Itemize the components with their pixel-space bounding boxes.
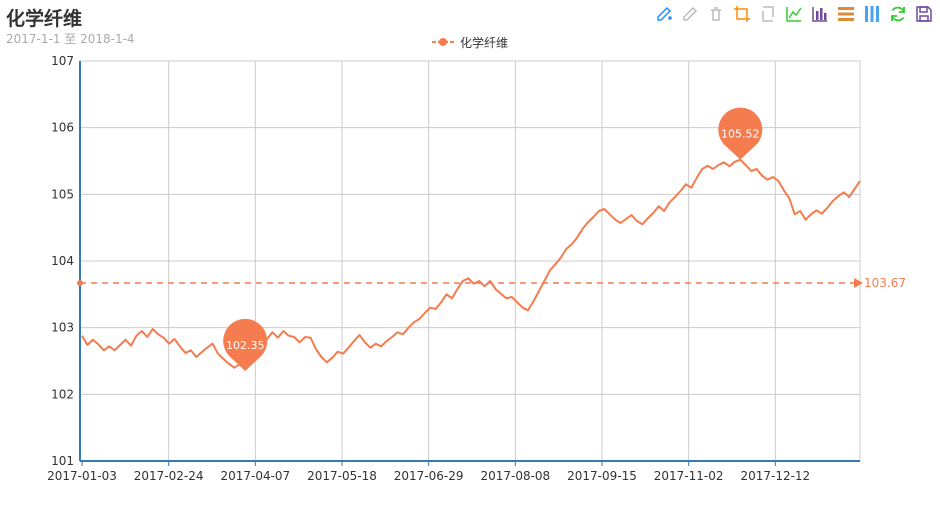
markpoint-pin	[718, 107, 763, 160]
x-tick-label: 2017-01-03	[47, 469, 117, 483]
x-tick-label: 2017-08-08	[480, 469, 550, 483]
series-line	[81, 158, 861, 370]
y-tick-label: 107	[51, 54, 74, 68]
x-tick-label: 2017-09-15	[567, 469, 637, 483]
x-tick-label: 2017-05-18	[307, 469, 377, 483]
y-tick-label: 105	[51, 187, 74, 201]
min-markpoint: 102.35	[223, 318, 268, 371]
chart-title: 化学纤维	[6, 8, 83, 30]
y-tick-label: 106	[51, 121, 74, 135]
markpoint-label: 102.35	[226, 339, 265, 352]
x-tick-label: 2017-04-07	[220, 469, 290, 483]
chart-subtitle: 2017-1-1 至 2018-1-4	[6, 32, 135, 46]
x-tick-label: 2017-12-12	[740, 469, 810, 483]
y-tick-label: 101	[51, 454, 74, 468]
mark-icon[interactable]	[654, 4, 674, 24]
mark-undo-icon[interactable]	[680, 4, 700, 24]
toolbox	[654, 4, 934, 24]
save-image-icon[interactable]	[914, 4, 934, 24]
average-line-arrow	[854, 278, 863, 288]
data-zoom-reset-icon[interactable]	[758, 4, 778, 24]
max-markpoint: 105.52	[718, 107, 763, 160]
restore-icon[interactable]	[888, 4, 908, 24]
legend-line-marker-icon	[432, 38, 454, 46]
bar-chart-icon[interactable]	[810, 4, 830, 24]
legend-item[interactable]: 化学纤维	[432, 34, 508, 50]
x-tick-label: 2017-06-29	[394, 469, 464, 483]
markpoint-pin	[223, 318, 268, 371]
markpoint-label: 105.52	[721, 128, 760, 141]
legend-label: 化学纤维	[460, 35, 509, 50]
tiled-icon[interactable]	[862, 4, 882, 24]
line-chart-icon[interactable]	[784, 4, 804, 24]
x-tick-label: 2017-02-24	[134, 469, 204, 483]
average-line-label: 103.67	[864, 276, 906, 290]
stack-icon[interactable]	[836, 4, 856, 24]
data-zoom-icon[interactable]	[732, 4, 752, 24]
y-tick-label: 104	[51, 254, 74, 268]
mark-clear-icon[interactable]	[706, 4, 726, 24]
y-tick-label: 103	[51, 321, 74, 335]
y-tick-label: 102	[51, 387, 74, 401]
x-tick-label: 2017-11-02	[654, 469, 724, 483]
